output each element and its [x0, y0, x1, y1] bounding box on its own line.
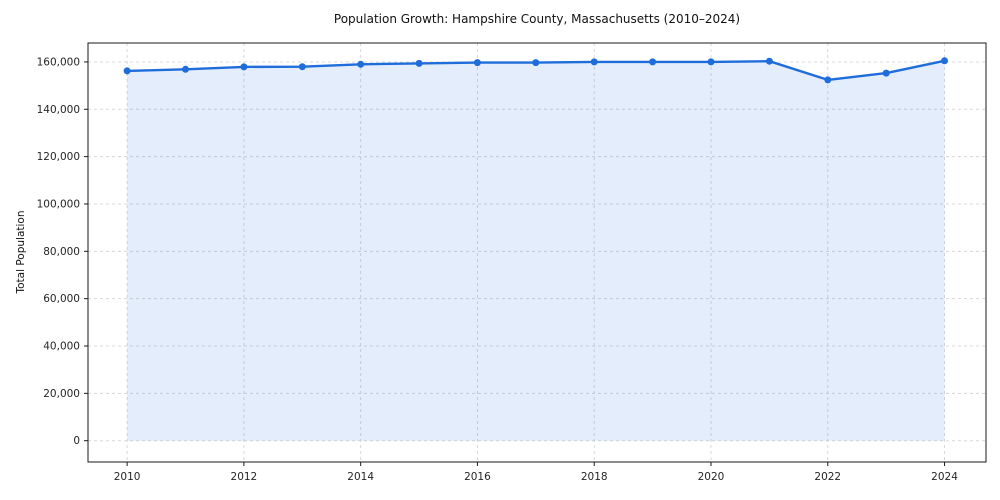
y-tick-label: 0 — [73, 435, 80, 447]
data-point-2012 — [240, 63, 248, 71]
data-point-2024 — [941, 57, 948, 65]
y-tick-label: 140,000 — [37, 104, 80, 116]
data-point-2023 — [882, 69, 890, 77]
x-tick-label: 2024 — [931, 471, 958, 483]
data-point-2017 — [532, 59, 540, 67]
x-tick-label: 2020 — [698, 471, 725, 483]
chart-title: Population Growth: Hampshire County, Mas… — [333, 12, 741, 26]
x-tick-label: 2018 — [581, 471, 608, 483]
x-tick-label: 2012 — [231, 471, 258, 483]
x-tick-label: 2016 — [464, 471, 491, 483]
data-point-2013 — [298, 63, 306, 71]
data-point-2018 — [590, 58, 598, 66]
data-point-2022 — [824, 76, 832, 84]
x-tick-label: 2010 — [114, 471, 141, 483]
y-tick-label: 60,000 — [43, 293, 80, 305]
area-fill — [127, 60, 945, 441]
data-point-2011 — [182, 65, 189, 73]
data-point-2021 — [765, 57, 773, 65]
data-point-2016 — [473, 59, 481, 67]
x-tick-label: 2014 — [347, 471, 374, 483]
x-tick-label: 2022 — [814, 471, 841, 483]
axes-frame — [87, 42, 987, 463]
data-point-2020 — [707, 58, 715, 66]
data-point-2010 — [123, 67, 131, 75]
y-tick-label: 20,000 — [43, 388, 80, 400]
y-tick-label: 80,000 — [43, 246, 80, 258]
y-tick-label: 40,000 — [43, 341, 80, 353]
y-tick-label: 160,000 — [37, 56, 80, 68]
data-point-2014 — [357, 60, 365, 68]
data-point-2015 — [415, 59, 423, 67]
y-tick-label: 100,000 — [37, 198, 80, 210]
y-tick-label: 120,000 — [37, 151, 80, 163]
data-point-2019 — [649, 58, 657, 66]
